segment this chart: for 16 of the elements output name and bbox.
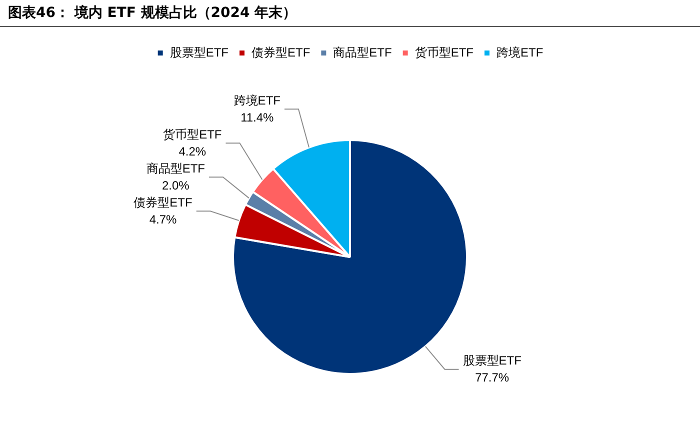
chart-title: 图表46： 境内 ETF 规模占比（2024 年末）: [0, 0, 700, 27]
slice-label: 跨境ETF: [234, 93, 280, 108]
data-label: 77.7%: [475, 370, 510, 385]
slice-label: 股票型ETF: [462, 354, 522, 368]
legend-label: 股票型ETF: [170, 45, 229, 60]
slice-label: 债券型ETF: [134, 195, 192, 210]
slice-label: 商品型ETF: [146, 161, 206, 176]
data-label: 4.2%: [178, 144, 206, 158]
slice-label: 货币型ETF: [163, 127, 222, 142]
data-label: 2.0%: [162, 178, 190, 192]
legend-label: 债券型ETF: [252, 45, 310, 60]
legend-label: 货币型ETF: [414, 45, 474, 60]
data-label: 4.7%: [149, 212, 178, 226]
data-label: 11.4%: [240, 110, 274, 124]
legend-label: 商品型ETF: [333, 45, 392, 60]
legend-label: 跨境ETF: [496, 45, 544, 60]
